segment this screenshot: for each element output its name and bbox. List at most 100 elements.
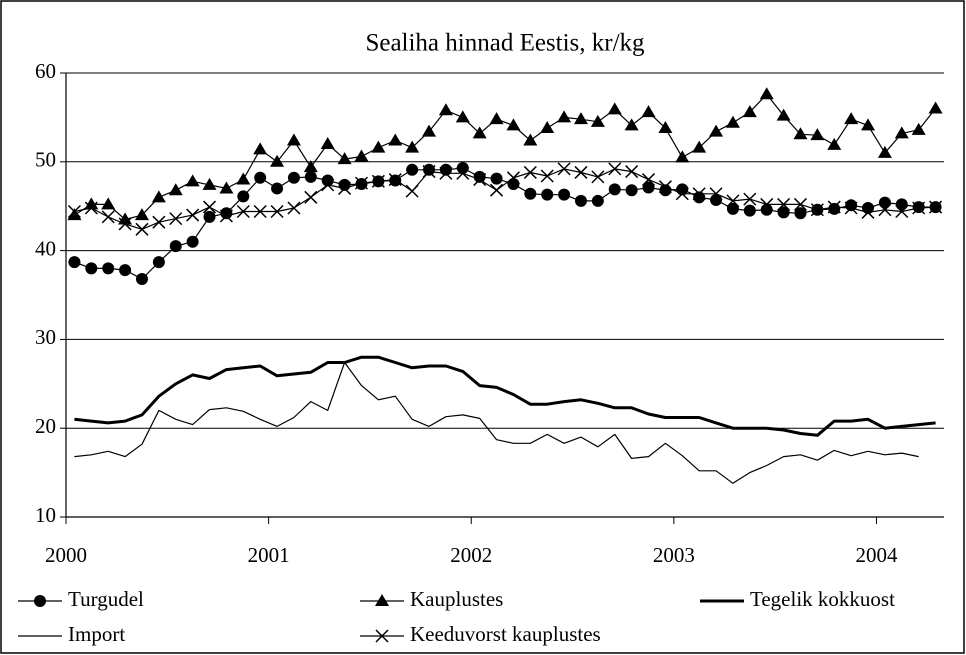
point [558, 188, 571, 201]
x-tick-label: 2001 [248, 543, 290, 567]
point [861, 118, 876, 131]
point [354, 149, 369, 162]
point [894, 126, 909, 139]
point [253, 142, 268, 155]
point [524, 187, 537, 200]
point [219, 181, 234, 194]
y-tick-label: 40 [35, 236, 56, 260]
legend-marker [375, 629, 389, 643]
point [641, 173, 656, 187]
point [456, 166, 470, 180]
point [507, 178, 520, 190]
point [929, 200, 943, 214]
point [371, 174, 385, 188]
point [726, 194, 740, 208]
point [878, 203, 892, 217]
point [68, 256, 81, 269]
point [152, 215, 166, 229]
point [455, 110, 470, 123]
point [152, 256, 165, 269]
point [67, 208, 82, 221]
point [422, 124, 437, 137]
x-tick-label: 2003 [653, 543, 695, 567]
point [725, 115, 740, 128]
y-tick-label: 20 [35, 414, 56, 438]
legend-marker [34, 595, 46, 607]
point [877, 145, 892, 158]
point [862, 201, 875, 214]
point [84, 201, 98, 215]
point [794, 207, 807, 220]
point [422, 165, 436, 179]
point [895, 204, 909, 219]
point [406, 163, 419, 176]
point [84, 197, 99, 210]
point [591, 194, 604, 207]
point [625, 165, 639, 179]
point [490, 183, 504, 197]
point [135, 222, 149, 236]
point [186, 208, 200, 222]
point [912, 201, 926, 215]
point [119, 264, 132, 277]
point [844, 112, 859, 125]
point [287, 201, 301, 215]
point [540, 169, 554, 183]
point [287, 171, 300, 184]
point [557, 162, 571, 176]
x-tick-label: 2002 [450, 543, 492, 567]
series-line [74, 93, 937, 221]
point [777, 197, 791, 211]
point [810, 128, 825, 141]
point [151, 190, 166, 203]
point [827, 137, 842, 150]
point [321, 174, 334, 187]
point [642, 181, 655, 194]
point [219, 209, 233, 223]
point [220, 207, 233, 220]
point [658, 121, 673, 134]
point [101, 210, 115, 224]
point [659, 184, 672, 197]
series-line [74, 361, 919, 484]
point [254, 171, 267, 184]
legend-marker [375, 594, 389, 606]
point [354, 176, 369, 190]
series-line [74, 355, 936, 437]
point [337, 152, 352, 165]
legend-label: Tegelik kokkuost [750, 587, 895, 611]
point [439, 166, 453, 180]
point [388, 173, 402, 187]
point [456, 162, 469, 175]
point [270, 204, 284, 219]
point [760, 203, 773, 216]
point [303, 160, 318, 173]
point [423, 163, 436, 176]
point [709, 124, 724, 137]
point [338, 181, 352, 195]
point [540, 121, 555, 134]
point [557, 110, 572, 123]
point [607, 102, 622, 115]
point [641, 105, 656, 118]
point [304, 190, 318, 204]
point [202, 200, 217, 214]
point [186, 235, 199, 248]
point [777, 206, 790, 219]
point [692, 140, 707, 153]
legend-label: Keeduvorst kauplustes [410, 622, 601, 646]
point [624, 118, 639, 131]
point [271, 182, 284, 195]
point [236, 204, 250, 219]
point [168, 183, 183, 196]
chart-title: Sealiha hinnad Eestis, kr/kg [365, 30, 645, 57]
point [591, 170, 605, 184]
point [506, 171, 520, 185]
point [743, 192, 757, 206]
point [101, 197, 116, 210]
point [253, 204, 267, 219]
legend-label: Kauplustes [410, 587, 503, 611]
point [118, 217, 132, 231]
point [304, 170, 317, 183]
